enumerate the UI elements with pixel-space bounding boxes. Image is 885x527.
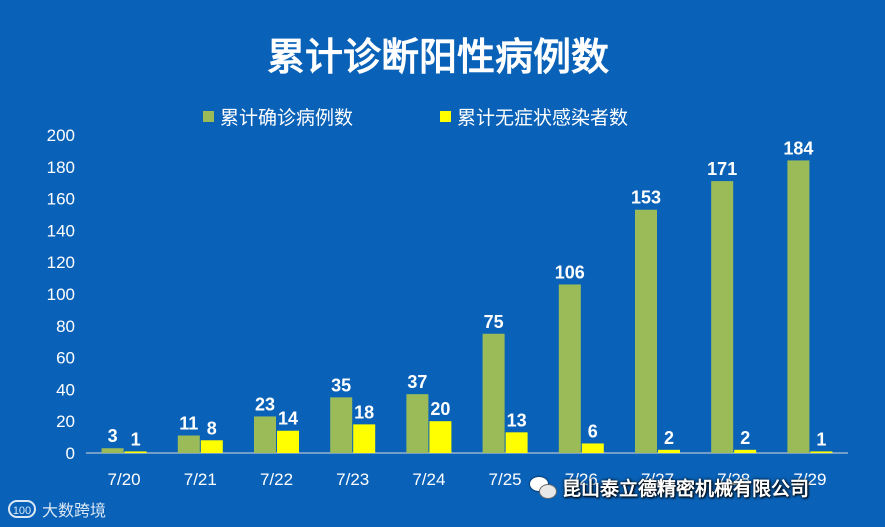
bar-confirmed (635, 209, 657, 453)
legend-swatch-asymptomatic (440, 111, 451, 122)
bar-asymptomatic (734, 449, 757, 453)
y-tick-label: 40 (56, 380, 75, 399)
y-tick-label: 120 (47, 253, 75, 272)
bar-confirmed (482, 333, 505, 453)
data-label-asymptomatic: 2 (664, 428, 674, 448)
watermark-right-text: 昆山泰立德精密机械有限公司 (562, 479, 810, 500)
bar-asymptomatic (429, 421, 452, 453)
bar-asymptomatic (581, 443, 604, 453)
x-tick-label: 7/23 (336, 470, 369, 489)
bar-asymptomatic (124, 451, 147, 453)
bar-confirmed (787, 160, 810, 453)
watermark-left-text: 大数跨境 (42, 503, 107, 520)
bar-asymptomatic (277, 430, 299, 453)
x-tick-label: 7/29 (793, 470, 826, 489)
x-tick-label: 7/21 (184, 470, 217, 489)
data-label-confirmed: 37 (407, 372, 427, 392)
y-axis: 0 20 40 60 80 100 120 140 160 180 200 (47, 126, 75, 463)
bar-asymptomatic (505, 432, 528, 453)
watermark-right: 昆山泰立德精密机械有限公司 (530, 474, 809, 501)
data-label-confirmed: 3 (108, 426, 118, 446)
wechat-icon (530, 476, 557, 499)
data-label-confirmed: 106 (555, 262, 585, 282)
x-tick-label: 7/22 (260, 470, 293, 489)
data-label-confirmed: 184 (783, 138, 813, 158)
data-label-asymptomatic: 18 (354, 402, 374, 422)
bar-confirmed (711, 181, 734, 454)
data-label-asymptomatic: 14 (278, 409, 298, 429)
bar-confirmed (101, 448, 124, 453)
y-tick-label: 80 (56, 317, 75, 336)
bar-asymptomatic (658, 449, 680, 453)
y-tick-label: 140 (47, 221, 75, 240)
legend: 累计确诊病例数 累计无症状感染者数 (203, 107, 628, 129)
x-tick-label: 7/27 (641, 470, 674, 489)
bar-asymptomatic (353, 424, 376, 453)
data-label-confirmed: 171 (707, 159, 737, 179)
legend-label-asymptomatic: 累计无症状感染者数 (457, 107, 628, 129)
y-tick-label: 0 (66, 444, 75, 463)
data-label-confirmed: 23 (255, 394, 275, 414)
x-tick-label: 7/20 (108, 470, 141, 489)
bar-confirmed (558, 284, 581, 453)
data-label-asymptomatic: 6 (588, 421, 598, 441)
data-label-asymptomatic: 2 (740, 428, 750, 448)
y-tick-label: 100 (47, 285, 75, 304)
data-label-confirmed: 11 (179, 414, 198, 434)
brand-logo-icon: 100 (8, 500, 36, 518)
y-tick-label: 180 (47, 158, 75, 177)
bar-confirmed (254, 416, 276, 453)
data-label-asymptomatic: 1 (131, 429, 141, 449)
data-label-asymptomatic: 13 (507, 410, 527, 430)
bar-confirmed (406, 394, 429, 453)
data-label-asymptomatic: 8 (207, 418, 217, 438)
bar-asymptomatic (200, 440, 223, 453)
x-tick-label: 7/25 (489, 470, 522, 489)
bar-confirmed (330, 397, 353, 453)
y-tick-label: 160 (47, 190, 75, 209)
chart-title: 累计诊断阳性病例数 (267, 37, 609, 79)
data-label-asymptomatic: 1 (816, 429, 826, 449)
data-label-confirmed: 153 (631, 188, 661, 208)
legend-label-confirmed: 累计确诊病例数 (220, 107, 353, 129)
watermark-left: 100 大数跨境 (8, 497, 106, 521)
bar-asymptomatic (810, 451, 833, 453)
x-tick-label: 7/24 (412, 470, 445, 489)
y-tick-label: 60 (56, 349, 75, 368)
legend-swatch-confirmed (203, 111, 214, 122)
data-label-confirmed: 35 (331, 375, 351, 395)
x-axis: 7/20 7/21 7/22 7/23 7/24 7/25 7/26 7/27 7/28 7/29 (108, 470, 827, 489)
x-tick-label: 7/28 (717, 470, 750, 489)
data-label-confirmed: 75 (484, 312, 504, 332)
x-tick-label: 7/26 (565, 470, 598, 489)
y-tick-label: 200 (47, 126, 75, 145)
bars (101, 160, 833, 454)
data-label-asymptomatic: 20 (430, 399, 450, 419)
y-tick-label: 20 (56, 412, 75, 431)
bar-confirmed (177, 435, 200, 453)
